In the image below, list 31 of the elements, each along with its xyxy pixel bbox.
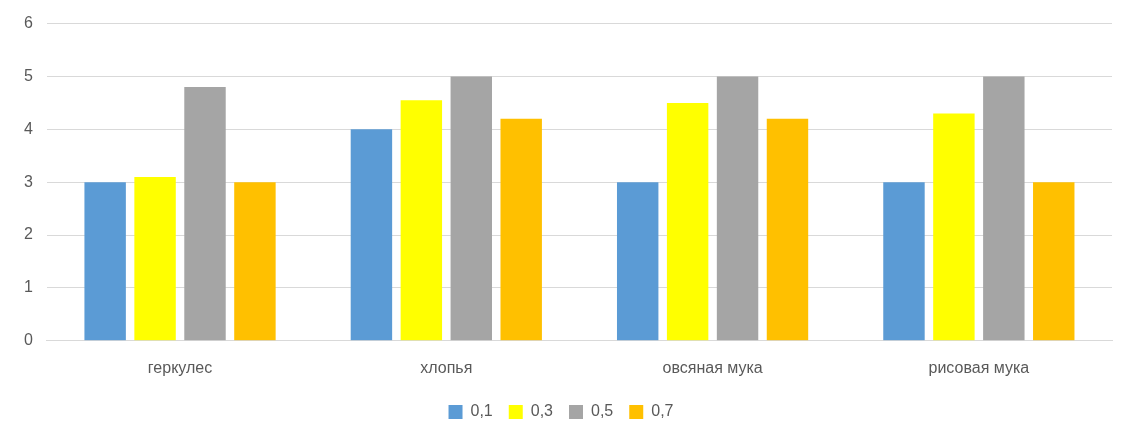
- legend-label: 0,5: [591, 402, 614, 420]
- bar: [500, 118, 542, 341]
- legend-label: 0,3: [530, 402, 554, 420]
- bar: [983, 76, 1025, 341]
- bar: [234, 182, 276, 341]
- y-tick-label: 0: [23, 331, 33, 349]
- bar: [134, 176, 176, 341]
- bar: [1033, 182, 1075, 341]
- bar: [883, 182, 925, 341]
- bar: [450, 76, 492, 341]
- bar: [933, 113, 975, 341]
- y-tick-label: 6: [23, 14, 33, 32]
- bar: [666, 102, 709, 341]
- x-tick-label: рисовая мука: [928, 358, 1030, 376]
- legend-label: 0,7: [651, 402, 674, 420]
- y-tick-label: 4: [23, 119, 33, 137]
- y-tick-label: 5: [23, 66, 33, 84]
- x-tick-label: хлопья: [420, 358, 473, 376]
- legend-label: 0,1: [470, 402, 493, 420]
- y-tick-label: 1: [23, 278, 33, 296]
- bar: [716, 76, 759, 341]
- bar: [400, 100, 443, 341]
- bar: [350, 129, 393, 341]
- x-tick-label: геркулес: [147, 358, 213, 376]
- y-tick-label: 2: [23, 225, 33, 243]
- bar: [184, 87, 226, 341]
- x-tick-label: овсяная мука: [662, 358, 763, 376]
- bar: [766, 118, 809, 341]
- bar: [616, 182, 659, 341]
- bar: [84, 182, 126, 341]
- y-tick-label: 3: [23, 172, 33, 190]
